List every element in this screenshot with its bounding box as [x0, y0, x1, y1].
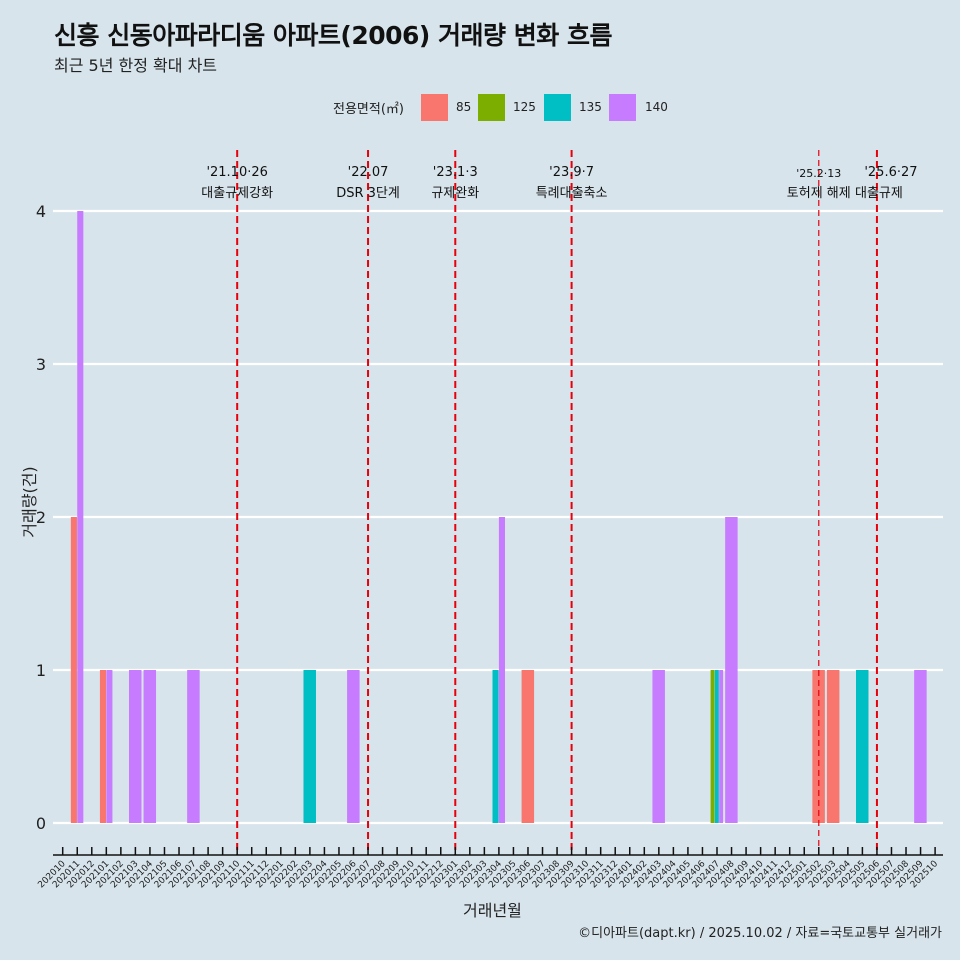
annotation-label: 대출규제	[855, 186, 903, 201]
annotation-label: 대출규제강화	[201, 186, 273, 201]
legend: 전용면적(㎡) 85 125 135 140	[0, 92, 960, 122]
bar-202011-85	[70, 517, 77, 823]
annotation-label: 토허제 해제	[787, 186, 851, 201]
bar-202203-135	[303, 670, 316, 823]
legend-label-140: 140	[645, 100, 668, 114]
annotations: '21.10·26 대출규제강화 '22.07 DSR 3단계 '23.1·3 규제완화 '…	[201, 150, 918, 855]
legend-key-135	[544, 94, 571, 121]
bar-202101-140	[106, 670, 113, 823]
y-tick-label: 1	[36, 661, 46, 680]
bar-202509-140	[914, 670, 927, 823]
x-axis: 2020102020112020122021012021022021032021…	[36, 847, 943, 890]
bar-202407-135	[714, 670, 719, 823]
annotation-date: '23.9·7	[549, 165, 594, 180]
bar-202304-140	[498, 517, 505, 823]
legend-title: 전용면적(㎡)	[333, 102, 404, 117]
y-tick-label: 4	[36, 202, 46, 221]
legend-key-125	[478, 94, 505, 121]
annotation-date: '23.1·3	[433, 165, 478, 180]
bar-202408-140	[725, 517, 738, 823]
y-axis-title: 거래량(건)	[20, 466, 39, 538]
bar-202011-140	[77, 211, 84, 823]
bar-202502-85	[812, 670, 825, 823]
annotation-label: 특례대출축소	[536, 186, 608, 201]
bar-202107-140	[187, 670, 200, 823]
bar-202403-140	[652, 670, 665, 823]
annotation-label: 규제완화	[431, 186, 479, 201]
bar-202407-140	[719, 670, 724, 823]
legend-label-125: 125	[513, 100, 536, 114]
annotation-date: '21.10·26	[206, 165, 267, 180]
bar-202505-135	[856, 670, 869, 823]
bar-202101-85	[99, 670, 107, 823]
x-axis-title: 거래년월	[463, 901, 522, 920]
bar-202104-140	[143, 670, 157, 823]
annotation-date: '25.6·27	[864, 165, 917, 180]
legend-label-85: 85	[456, 100, 472, 114]
bar-202304-135	[492, 670, 499, 823]
bars	[70, 211, 927, 823]
legend-key-85	[421, 94, 448, 121]
y-tick-label: 3	[36, 355, 46, 374]
y-tick-labels: 0 1 2 3 4	[36, 202, 46, 833]
bar-202206-140	[347, 670, 360, 823]
y-tick-label: 0	[36, 814, 46, 833]
bar-202306-85	[521, 670, 535, 823]
bar-202103-140	[129, 670, 142, 823]
bar-202407-125	[710, 670, 715, 823]
chart-title: 신흥 신동아파라디움 아파트(2006) 거래량 변화 흐름	[54, 21, 612, 50]
y-tick-label: 2	[36, 508, 46, 527]
bar-202503-85	[826, 670, 840, 823]
legend-label-135: 135	[579, 100, 602, 114]
annotation-date: '22.07	[348, 165, 389, 180]
legend-key-140	[609, 94, 636, 121]
annotation-label: DSR 3단계	[336, 186, 400, 201]
annotation-date: '25.2·13	[796, 167, 841, 180]
chart-subtitle: 최근 5년 한정 확대 차트	[54, 56, 218, 75]
source-caption: ©디아파트(dapt.kr) / 2025.10.02 / 자료=국토교통부 실…	[578, 926, 942, 941]
